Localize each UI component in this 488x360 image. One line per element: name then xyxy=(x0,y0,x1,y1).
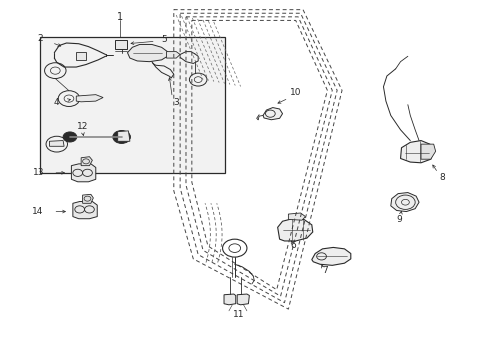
Text: 14: 14 xyxy=(32,207,43,216)
Text: 2: 2 xyxy=(37,34,42,43)
Polygon shape xyxy=(76,95,103,102)
FancyBboxPatch shape xyxy=(40,37,224,173)
Polygon shape xyxy=(115,40,127,49)
Text: 6: 6 xyxy=(290,241,296,250)
Circle shape xyxy=(63,132,77,142)
Polygon shape xyxy=(49,140,64,146)
Polygon shape xyxy=(82,194,93,203)
Text: 11: 11 xyxy=(232,310,244,319)
Text: 3: 3 xyxy=(173,98,179,107)
Text: 1: 1 xyxy=(117,12,123,22)
Polygon shape xyxy=(277,219,312,241)
Circle shape xyxy=(113,131,130,143)
Polygon shape xyxy=(166,51,180,58)
Polygon shape xyxy=(73,202,97,219)
Text: 10: 10 xyxy=(289,87,301,96)
Text: 13: 13 xyxy=(33,168,44,177)
Polygon shape xyxy=(81,157,92,166)
Text: 12: 12 xyxy=(77,122,88,131)
Polygon shape xyxy=(127,44,167,62)
Text: 7: 7 xyxy=(322,266,327,275)
Polygon shape xyxy=(224,294,235,305)
Polygon shape xyxy=(390,193,418,212)
Polygon shape xyxy=(237,294,249,305)
Polygon shape xyxy=(288,213,305,220)
Polygon shape xyxy=(118,131,130,141)
Text: 5: 5 xyxy=(161,35,166,44)
Polygon shape xyxy=(400,140,433,163)
Text: 4: 4 xyxy=(54,98,60,107)
Polygon shape xyxy=(311,247,350,265)
Polygon shape xyxy=(263,108,282,120)
Polygon shape xyxy=(71,164,96,182)
Text: 9: 9 xyxy=(396,215,402,224)
Text: 8: 8 xyxy=(438,173,444,182)
Polygon shape xyxy=(420,144,435,159)
Polygon shape xyxy=(76,51,86,59)
